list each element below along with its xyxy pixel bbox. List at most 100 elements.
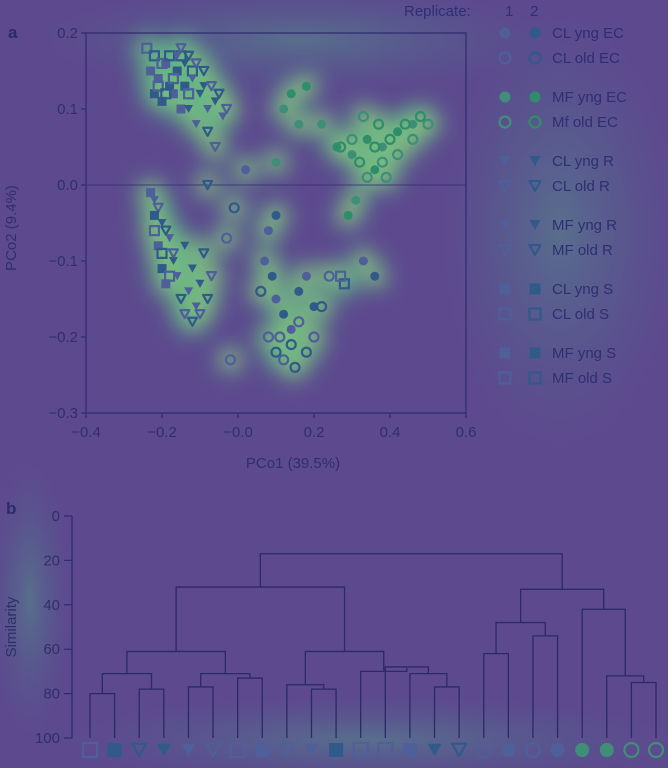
heat-blob — [303, 288, 340, 325]
dendrogram-branch — [304, 650, 385, 685]
legend-label-mf-yng-s: MF yng S — [552, 345, 616, 362]
legend-marker-mf-old-r-rep1 — [498, 243, 512, 257]
point-cl-old-ec — [308, 331, 320, 343]
point-mf-old-r — [186, 316, 198, 327]
dendrogram-leaf-mf-old-r — [451, 742, 468, 758]
point-cl-old-s — [160, 88, 172, 100]
point-cl-yng-s — [168, 89, 178, 99]
point-mf-yng-r — [168, 256, 178, 266]
point-cl-yng-r — [184, 104, 194, 114]
point-cl-old-s — [156, 57, 168, 70]
dendrogram-leaf-cl-old-r — [278, 742, 295, 758]
legend-marker-mf-yng-s-rep1 — [499, 347, 511, 359]
x-tick-label: 0.6 — [456, 424, 477, 441]
dendrogram-leaf-mf-yng-r — [427, 743, 442, 757]
panel-b-letter: b — [6, 499, 16, 518]
dendrogram-leaf-cl-yng-r — [181, 743, 196, 757]
dendrogram-leaf-mf-old-ec — [623, 741, 640, 759]
heat-blob — [296, 319, 332, 355]
point-cl-yng-ec — [271, 210, 281, 220]
point-mf-yng-ec — [279, 104, 289, 114]
dendrogram-leaf-cl-old-ec — [524, 741, 542, 759]
point-cl-old-ec — [224, 354, 236, 366]
point-cl-yng-s — [149, 89, 159, 99]
legend-marker-cl-yng-s-rep2 — [529, 283, 541, 295]
dendrogram-leaf-cl-yng-s — [255, 743, 270, 757]
legend-replicate-1: 1 — [505, 3, 513, 20]
dendrogram-leaf-cl-old-s — [377, 741, 394, 759]
point-cl-old-ec — [228, 202, 240, 214]
point-cl-yng-ec — [279, 309, 289, 319]
legend-marker-cl-yng-ec-rep1 — [499, 27, 511, 39]
dendrogram-branch — [520, 588, 605, 623]
point-cl-old-r — [213, 88, 225, 99]
point-cl-old-r — [202, 126, 214, 137]
x-tick-label: −0.4 — [71, 424, 101, 441]
y-tick-label: −0.3 — [48, 405, 78, 422]
point-mf-old-ec — [399, 118, 411, 130]
legend-label-mf-yng-ec: MF yng EC — [552, 89, 627, 106]
legend-marker-cl-old-r-rep1 — [498, 179, 512, 193]
legend-marker-cl-yng-s-rep1 — [499, 283, 511, 295]
dendrogram-leaf-mf-old-ec — [647, 741, 665, 759]
legend-marker-cl-old-s-rep2 — [528, 307, 542, 321]
point-mf-yng-ec — [393, 127, 403, 137]
point-cl-old-s — [167, 72, 179, 85]
point-mf-old-s — [164, 270, 176, 282]
legend-marker-cl-old-ec-rep2 — [528, 51, 542, 65]
dendrogram-y-ticks: 0 20 40 60 80 100 — [35, 508, 72, 747]
legend-replicate-2: 2 — [530, 3, 538, 20]
point-cl-yng-r — [195, 89, 205, 98]
legend-marker-mf-yng-s-rep2 — [529, 347, 541, 359]
dendrogram-branches — [89, 553, 657, 738]
point-cl-old-ec — [221, 232, 233, 244]
dendrogram-branch — [175, 586, 346, 652]
point-cl-yng-ec — [370, 271, 380, 281]
point-mf-yng-s — [153, 241, 163, 251]
point-mf-old-ec — [422, 118, 434, 130]
dendrogram-leaf-cl-old-ec — [475, 741, 492, 759]
point-mf-yng-r — [180, 241, 190, 250]
dendrogram-leaf-mf-yng-ec — [599, 743, 614, 757]
legend-label-cl-old-s: CL old S — [552, 306, 609, 323]
point-mf-yng-ec — [347, 150, 357, 160]
y-tick-label: 0.1 — [57, 101, 78, 118]
dendrogram-tick-label: 100 — [35, 730, 60, 747]
heat-blob — [242, 273, 279, 310]
point-cl-yng-s — [157, 96, 167, 106]
point-cl-old-s — [183, 88, 195, 100]
heat-blob — [197, 129, 234, 165]
dendrogram-leaf-mf-old-s — [352, 741, 369, 759]
point-cl-yng-s — [153, 74, 163, 84]
point-cl-old-s — [164, 50, 176, 62]
legend-label-mf-old-r: MF old R — [552, 242, 613, 259]
point-cl-yng-s — [180, 81, 190, 91]
heat-blob — [216, 189, 253, 226]
point-mf-yng-ec — [377, 142, 387, 152]
legend-marker-mf-yng-ec-rep1 — [499, 91, 511, 103]
point-mf-yng-s — [146, 188, 156, 198]
dendrogram-leaf-mf-yng-ec — [575, 743, 590, 757]
dendrogram-tick-label: 80 — [43, 686, 60, 703]
point-mf-yng-r — [191, 302, 201, 311]
legend-marker-mf-old-ec-rep1 — [498, 115, 512, 129]
point-mf-old-ec — [376, 156, 388, 168]
heat-blob — [212, 341, 249, 378]
legend-marker-cl-yng-r-rep2 — [529, 156, 541, 166]
point-cl-yng-ec — [286, 324, 296, 334]
dendrogram-leaf-cl-yng-ec — [550, 743, 565, 757]
legend-label-mf-yng-r: MF yng R — [552, 217, 617, 234]
dendrogram-tick-label: 40 — [43, 597, 60, 614]
point-mf-old-r — [194, 309, 206, 320]
legend: Replicate: 1 2 CL yng EC CL old EC MF yng … — [404, 3, 627, 387]
point-mf-yng-ec — [408, 119, 418, 129]
point-mf-yng-s — [149, 210, 159, 220]
point-cl-yng-s — [165, 81, 175, 91]
legend-label-mf-old-s: MF old S — [552, 370, 612, 387]
point-mf-old-ec — [346, 133, 358, 145]
y-axis-ticks: 0.2 0.1 0.0 −0.1 −0.2 −0.3 — [48, 25, 86, 422]
x-tick-label: −0.0 — [223, 424, 253, 441]
heat-blob — [277, 349, 313, 386]
point-mf-yng-r — [184, 287, 194, 296]
dendrogram-leaf-mf-yng-r — [156, 743, 171, 757]
